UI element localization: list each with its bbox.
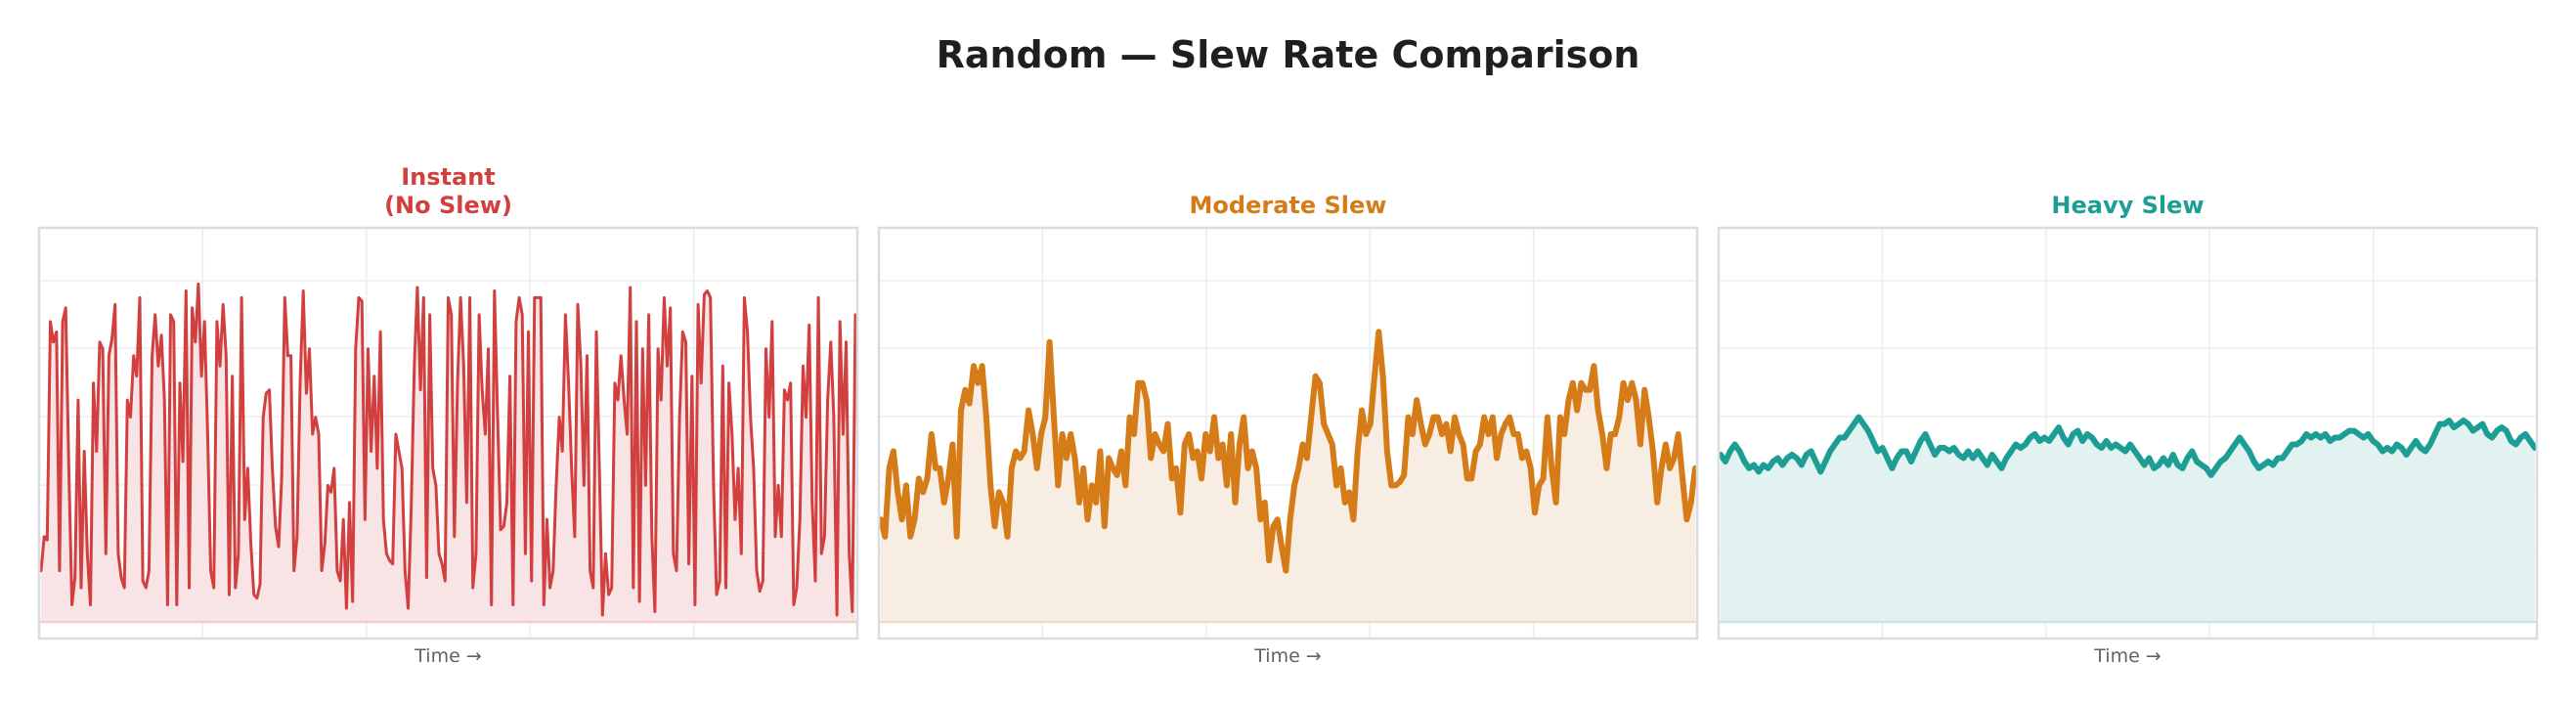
panel-title-instant-line2: (No Slew) [384, 192, 512, 219]
panel-title-moderate: Moderate Slew [879, 192, 1697, 220]
panel-moderate [877, 226, 1699, 640]
chart-title: Random — Slew Rate Comparison [936, 33, 1640, 76]
axes-border [877, 226, 1699, 640]
x-axis-label-moderate: Time → [1254, 645, 1322, 667]
series-fill-area [881, 331, 1695, 622]
series-line [878, 329, 1698, 574]
x-axis-label-heavy: Time → [2094, 645, 2161, 667]
panel-instant [37, 226, 859, 640]
panel-title-heavy: Heavy Slew [1719, 192, 2537, 220]
axes-border [1717, 226, 2539, 640]
x-axis-label-instant: Time → [415, 645, 482, 667]
series-line [1718, 414, 2538, 478]
panel-title-instant-line1: Instant [401, 163, 496, 191]
panel-heavy [1717, 226, 2539, 640]
series-line [39, 283, 857, 617]
series-fill-area [1721, 417, 2535, 622]
axes-border [37, 226, 859, 640]
panel-title-instant: Instant (No Slew) [39, 163, 857, 220]
panel-title-heavy-line: Heavy Slew [2051, 192, 2205, 219]
panel-title-moderate-line: Moderate Slew [1189, 192, 1387, 219]
